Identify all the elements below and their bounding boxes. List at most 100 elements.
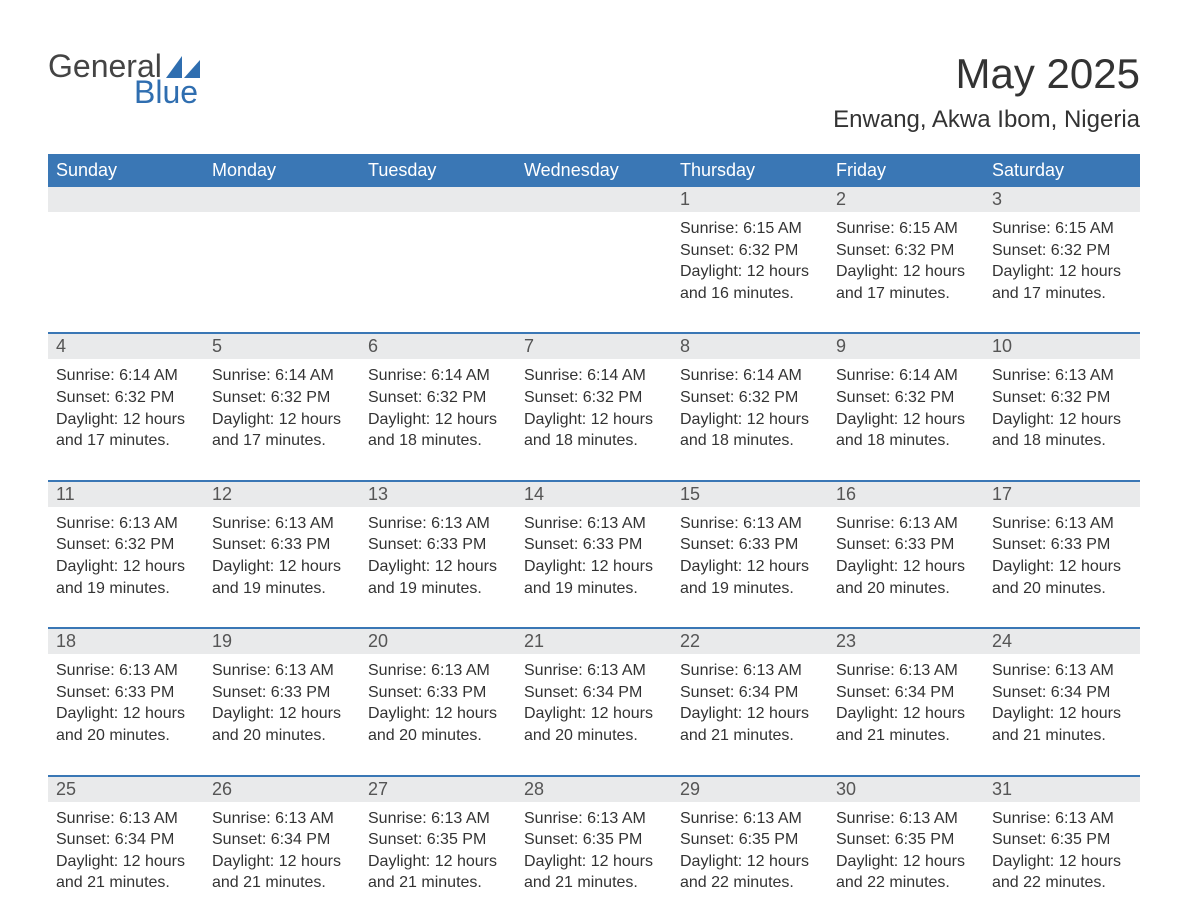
daylight-text: Daylight: 12 hours and 22 minutes.: [836, 851, 976, 894]
calendar-daynum-row: 45678910: [48, 333, 1140, 359]
day-number: 5: [204, 333, 360, 359]
sunset-text: Sunset: 6:32 PM: [368, 387, 508, 409]
day-detail-cell: Sunrise: 6:15 AMSunset: 6:32 PMDaylight:…: [672, 212, 828, 333]
day-detail-cell: Sunrise: 6:13 AMSunset: 6:35 PMDaylight:…: [516, 802, 672, 904]
sunrise-text: Sunrise: 6:13 AM: [680, 808, 820, 830]
day-number: 22: [672, 628, 828, 654]
day-number: 19: [204, 628, 360, 654]
sunset-text: Sunset: 6:32 PM: [524, 387, 664, 409]
day-detail-cell: Sunrise: 6:14 AMSunset: 6:32 PMDaylight:…: [48, 359, 204, 480]
daylight-text: Daylight: 12 hours and 21 minutes.: [524, 851, 664, 894]
day-number: 9: [828, 333, 984, 359]
logo-text-blue: Blue: [134, 76, 200, 108]
daylight-text: Daylight: 12 hours and 20 minutes.: [212, 703, 352, 746]
calendar-daynum-row: 11121314151617: [48, 481, 1140, 507]
sunrise-text: Sunrise: 6:13 AM: [992, 513, 1132, 535]
day-detail-cell: [516, 212, 672, 333]
daylight-text: Daylight: 12 hours and 19 minutes.: [368, 556, 508, 599]
sunset-text: Sunset: 6:33 PM: [368, 682, 508, 704]
day-number: 23: [828, 628, 984, 654]
day-detail-cell: Sunrise: 6:13 AMSunset: 6:34 PMDaylight:…: [48, 802, 204, 904]
sunset-text: Sunset: 6:33 PM: [836, 534, 976, 556]
day-number: 6: [360, 333, 516, 359]
day-header: Tuesday: [360, 154, 516, 187]
sunset-text: Sunset: 6:34 PM: [524, 682, 664, 704]
daylight-text: Daylight: 12 hours and 17 minutes.: [836, 261, 976, 304]
day-detail-cell: Sunrise: 6:14 AMSunset: 6:32 PMDaylight:…: [204, 359, 360, 480]
day-detail-cell: Sunrise: 6:15 AMSunset: 6:32 PMDaylight:…: [828, 212, 984, 333]
sunset-text: Sunset: 6:32 PM: [212, 387, 352, 409]
day-number: 27: [360, 776, 516, 802]
sunrise-text: Sunrise: 6:14 AM: [836, 365, 976, 387]
sunrise-text: Sunrise: 6:13 AM: [680, 513, 820, 535]
sunrise-text: Sunrise: 6:13 AM: [56, 808, 196, 830]
calendar-header-row: Sunday Monday Tuesday Wednesday Thursday…: [48, 154, 1140, 187]
sunrise-text: Sunrise: 6:13 AM: [524, 513, 664, 535]
day-detail-cell: Sunrise: 6:14 AMSunset: 6:32 PMDaylight:…: [672, 359, 828, 480]
sunrise-text: Sunrise: 6:13 AM: [836, 513, 976, 535]
sunset-text: Sunset: 6:32 PM: [680, 240, 820, 262]
day-detail-cell: Sunrise: 6:13 AMSunset: 6:34 PMDaylight:…: [516, 654, 672, 775]
day-detail-cell: [360, 212, 516, 333]
day-header: Saturday: [984, 154, 1140, 187]
daylight-text: Daylight: 12 hours and 22 minutes.: [680, 851, 820, 894]
day-number: 10: [984, 333, 1140, 359]
day-detail-cell: Sunrise: 6:14 AMSunset: 6:32 PMDaylight:…: [516, 359, 672, 480]
daylight-text: Daylight: 12 hours and 17 minutes.: [56, 409, 196, 452]
day-number: 29: [672, 776, 828, 802]
day-detail-cell: [48, 212, 204, 333]
day-number: [48, 187, 204, 212]
sunrise-text: Sunrise: 6:14 AM: [56, 365, 196, 387]
sunset-text: Sunset: 6:35 PM: [680, 829, 820, 851]
day-number: 20: [360, 628, 516, 654]
day-number: 30: [828, 776, 984, 802]
day-detail-cell: Sunrise: 6:13 AMSunset: 6:33 PMDaylight:…: [516, 507, 672, 628]
day-detail-cell: Sunrise: 6:13 AMSunset: 6:33 PMDaylight:…: [672, 507, 828, 628]
daylight-text: Daylight: 12 hours and 18 minutes.: [680, 409, 820, 452]
day-number: 4: [48, 333, 204, 359]
day-detail-cell: Sunrise: 6:13 AMSunset: 6:34 PMDaylight:…: [672, 654, 828, 775]
daylight-text: Daylight: 12 hours and 21 minutes.: [836, 703, 976, 746]
sunset-text: Sunset: 6:33 PM: [992, 534, 1132, 556]
day-header: Wednesday: [516, 154, 672, 187]
sunset-text: Sunset: 6:32 PM: [836, 240, 976, 262]
day-number: 8: [672, 333, 828, 359]
sunset-text: Sunset: 6:32 PM: [680, 387, 820, 409]
sunset-text: Sunset: 6:32 PM: [992, 387, 1132, 409]
sunrise-text: Sunrise: 6:13 AM: [212, 660, 352, 682]
sunrise-text: Sunrise: 6:15 AM: [680, 218, 820, 240]
day-detail-cell: Sunrise: 6:13 AMSunset: 6:34 PMDaylight:…: [984, 654, 1140, 775]
sunset-text: Sunset: 6:33 PM: [56, 682, 196, 704]
sunset-text: Sunset: 6:35 PM: [836, 829, 976, 851]
day-number: 14: [516, 481, 672, 507]
sunrise-text: Sunrise: 6:13 AM: [680, 660, 820, 682]
daylight-text: Daylight: 12 hours and 21 minutes.: [680, 703, 820, 746]
day-number: 18: [48, 628, 204, 654]
sunrise-text: Sunrise: 6:15 AM: [992, 218, 1132, 240]
sunset-text: Sunset: 6:33 PM: [680, 534, 820, 556]
day-detail-cell: Sunrise: 6:13 AMSunset: 6:33 PMDaylight:…: [204, 507, 360, 628]
day-detail-cell: Sunrise: 6:13 AMSunset: 6:33 PMDaylight:…: [204, 654, 360, 775]
daylight-text: Daylight: 12 hours and 21 minutes.: [212, 851, 352, 894]
sunrise-text: Sunrise: 6:13 AM: [836, 808, 976, 830]
sunrise-text: Sunrise: 6:13 AM: [524, 660, 664, 682]
day-number: 15: [672, 481, 828, 507]
day-detail-cell: Sunrise: 6:13 AMSunset: 6:32 PMDaylight:…: [984, 359, 1140, 480]
day-header: Monday: [204, 154, 360, 187]
day-number: 3: [984, 187, 1140, 212]
daylight-text: Daylight: 12 hours and 20 minutes.: [368, 703, 508, 746]
sunset-text: Sunset: 6:34 PM: [836, 682, 976, 704]
sunset-text: Sunset: 6:34 PM: [212, 829, 352, 851]
day-number: 16: [828, 481, 984, 507]
sunrise-text: Sunrise: 6:13 AM: [992, 365, 1132, 387]
daylight-text: Daylight: 12 hours and 19 minutes.: [524, 556, 664, 599]
sunrise-text: Sunrise: 6:14 AM: [524, 365, 664, 387]
sunset-text: Sunset: 6:33 PM: [212, 534, 352, 556]
calendar-detail-row: Sunrise: 6:13 AMSunset: 6:33 PMDaylight:…: [48, 654, 1140, 775]
day-number: [204, 187, 360, 212]
sunrise-text: Sunrise: 6:13 AM: [368, 808, 508, 830]
day-number: 7: [516, 333, 672, 359]
calendar-detail-row: Sunrise: 6:15 AMSunset: 6:32 PMDaylight:…: [48, 212, 1140, 333]
day-number: 17: [984, 481, 1140, 507]
calendar-detail-row: Sunrise: 6:14 AMSunset: 6:32 PMDaylight:…: [48, 359, 1140, 480]
